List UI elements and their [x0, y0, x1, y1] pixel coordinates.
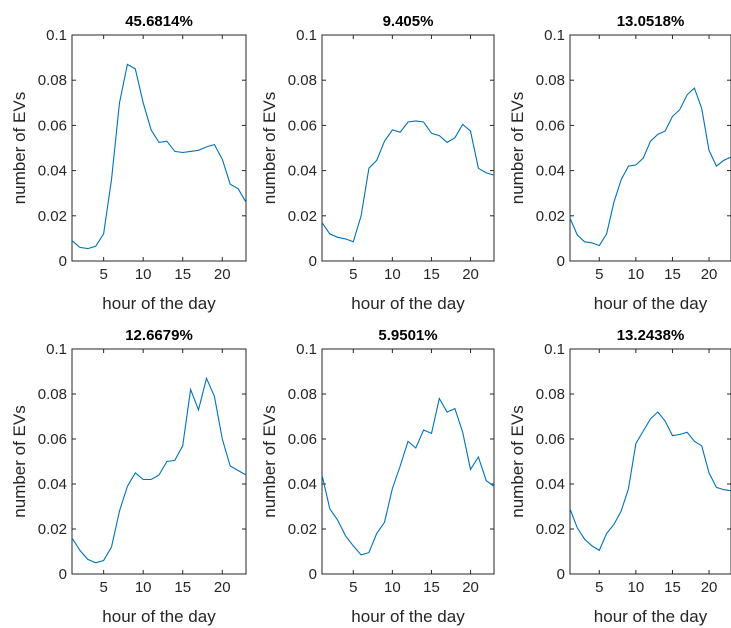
y-tick-label: 0.08 [288, 72, 317, 89]
y-tick-label: 0.02 [288, 521, 317, 538]
y-tick-label: 0.08 [38, 72, 67, 89]
chart-title: 9.405% [383, 13, 434, 30]
y-tick-label: 0.08 [536, 386, 565, 403]
x-axis-label: hour of the day [351, 294, 465, 313]
x-tick-label: 15 [174, 266, 191, 283]
y-axis-label: number of EVs [508, 92, 527, 204]
y-tick-label: 0.1 [46, 27, 67, 44]
y-tick-label: 0.06 [38, 117, 67, 134]
x-tick-label: 20 [214, 579, 231, 596]
y-tick-label: 0 [59, 566, 67, 583]
y-tick-label: 0.08 [536, 72, 565, 89]
x-axis-label: hour of the day [102, 294, 216, 313]
y-tick-label: 0.1 [296, 341, 317, 358]
series-line [321, 120, 495, 243]
y-tick-label: 0.04 [38, 476, 67, 493]
x-tick-label: 5 [349, 579, 357, 596]
y-tick-label: 0.02 [288, 208, 317, 225]
x-tick-label: 10 [628, 579, 645, 596]
y-tick-label: 0 [59, 253, 67, 270]
x-tick-label: 5 [349, 266, 357, 283]
y-tick-label: 0.1 [544, 27, 565, 44]
x-tick-label: 20 [701, 266, 718, 283]
axes-box [321, 348, 495, 575]
x-tick-label: 10 [628, 266, 645, 283]
subplot-4: 0 0.02 0.04 0.06 0.08 0.1 5 10 15 20 12.6679% hour … [10, 327, 247, 626]
x-tick-label: 15 [423, 579, 440, 596]
y-tick-label: 0.06 [288, 431, 317, 448]
y-tick-label: 0 [557, 253, 565, 270]
y-tick-label: 0.1 [46, 341, 67, 358]
y-tick-label: 0.04 [38, 163, 67, 180]
y-tick-label: 0.04 [536, 163, 565, 180]
x-tick-label: 10 [135, 579, 152, 596]
x-tick-label: 5 [595, 579, 603, 596]
y-axis-label: number of EVs [10, 405, 29, 517]
x-tick-label: 20 [462, 266, 479, 283]
x-tick-label: 10 [384, 266, 401, 283]
subplot-2: 0 0.02 0.04 0.06 0.08 0.1 5 10 15 20 9.405% hour of… [260, 13, 495, 313]
series-line [569, 87, 731, 247]
x-tick-label: 20 [214, 266, 231, 283]
y-tick-label: 0.1 [544, 341, 565, 358]
y-tick-label: 0 [309, 566, 317, 583]
y-tick-label: 0 [557, 566, 565, 583]
axes-box [321, 34, 495, 262]
subplot-1: 0 0.02 0.04 0.06 0.08 0.1 5 10 15 20 45.6814% hour … [10, 13, 247, 313]
y-tick-label: 0.08 [38, 386, 67, 403]
axes-box [569, 34, 731, 262]
y-tick-label: 0.02 [536, 208, 565, 225]
y-axis-label: number of EVs [508, 405, 527, 517]
y-tick-label: 0.04 [288, 476, 317, 493]
axes-box [71, 348, 247, 575]
series-line [569, 411, 731, 552]
x-axis-label: hour of the day [351, 607, 465, 626]
x-tick-label: 5 [595, 266, 603, 283]
x-axis-label: hour of the day [102, 607, 216, 626]
series-line [71, 63, 247, 250]
subplot-3: 0 0.02 0.04 0.06 0.08 0.1 5 10 15 20 13.0518% hour … [508, 13, 731, 313]
x-tick-label: 15 [423, 266, 440, 283]
x-axis-label: hour of the day [594, 607, 708, 626]
chart-title: 5.9501% [378, 327, 437, 344]
x-tick-label: 10 [135, 266, 152, 283]
y-tick-label: 0.04 [288, 163, 317, 180]
x-tick-label: 20 [701, 579, 718, 596]
y-tick-label: 0.02 [38, 521, 67, 538]
y-tick-label: 0.1 [296, 27, 317, 44]
y-tick-label: 0.02 [536, 521, 565, 538]
series-line [71, 376, 247, 564]
axes-box [569, 348, 731, 575]
chart-title: 13.2438% [617, 327, 685, 344]
x-tick-label: 15 [174, 579, 191, 596]
y-tick-label: 0.04 [536, 476, 565, 493]
x-tick-label: 5 [99, 266, 107, 283]
x-tick-label: 10 [384, 579, 401, 596]
subplot-6: 0 0.02 0.04 0.06 0.08 0.1 5 10 15 20 13.2438% hour … [508, 327, 731, 626]
y-axis-label: number of EVs [10, 92, 29, 204]
y-tick-label: 0.06 [536, 117, 565, 134]
y-tick-label: 0.06 [38, 431, 67, 448]
x-axis-label: hour of the day [594, 294, 708, 313]
x-tick-label: 5 [99, 579, 107, 596]
subplot-5: 0 0.02 0.04 0.06 0.08 0.1 5 10 15 20 5.9501% hour o… [260, 327, 495, 626]
series-line [321, 397, 495, 556]
x-tick-label: 15 [664, 579, 681, 596]
axes-box [71, 34, 247, 262]
chart-title: 13.0518% [617, 13, 685, 30]
x-tick-label: 20 [462, 579, 479, 596]
y-tick-label: 0 [309, 253, 317, 270]
y-axis-label: number of EVs [260, 92, 279, 204]
y-axis-label: number of EVs [260, 405, 279, 517]
y-tick-label: 0.08 [288, 386, 317, 403]
y-tick-label: 0.02 [38, 208, 67, 225]
x-tick-label: 15 [664, 266, 681, 283]
chart-title: 12.6679% [125, 327, 193, 344]
chart-title: 45.6814% [125, 13, 193, 30]
y-tick-label: 0.06 [536, 431, 565, 448]
y-tick-label: 0.06 [288, 117, 317, 134]
